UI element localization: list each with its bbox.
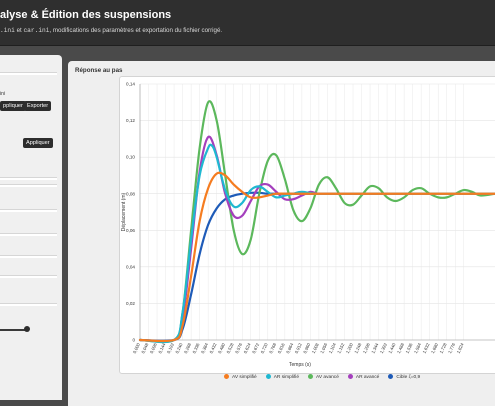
x-tick-label: 0,864 [285, 342, 294, 354]
x-tick-label: 0,720 [260, 342, 269, 354]
legend-label: AV avancé [316, 374, 339, 380]
x-tick-label: 1,728 [439, 342, 448, 354]
divider [0, 184, 57, 187]
legend-label: Cible ζ=0,9 [396, 374, 421, 380]
series-line-4 [138, 135, 495, 343]
apply-button-bottom[interactable]: Appliquer [23, 138, 53, 148]
x-tick-label: 1,680 [430, 342, 439, 354]
sidebar-label-fragment: ini [0, 91, 6, 97]
x-tick-label: 0,000 [132, 342, 141, 354]
y-tick-label: 0,12 [126, 118, 135, 123]
panel-title: Réponse au pas [75, 67, 123, 74]
x-tick-label: 0,336 [191, 342, 200, 354]
legend-item[interactable]: AR simplifié [265, 374, 300, 380]
legend-swatch [388, 374, 394, 379]
x-tick-label: 1,152 [336, 342, 345, 354]
y-tick-label: 0,08 [126, 191, 135, 196]
export-button[interactable]: Exporter [24, 101, 52, 111]
y-tick-label: 0,04 [126, 264, 135, 269]
legend-item[interactable]: AV simplifié [224, 374, 257, 380]
series-line-1 [138, 171, 495, 343]
x-tick-label: 1,248 [353, 342, 362, 354]
x-axis-label: Temps (s) [289, 362, 311, 368]
legend-label: AR avancé [355, 374, 380, 380]
x-tick-label: 0,672 [251, 342, 260, 354]
x-tick-label: 1,056 [319, 342, 328, 354]
x-tick-label: 0,096 [149, 342, 158, 354]
x-tick-label: 0,288 [183, 342, 192, 354]
x-tick-label: 1,440 [387, 342, 396, 354]
x-tick-label: 0,960 [302, 342, 311, 354]
slider-thumb[interactable] [24, 326, 30, 332]
divider [0, 209, 57, 212]
x-tick-label: 0,144 [157, 342, 166, 354]
file-name-2: car.ini [23, 27, 50, 34]
x-tick-label: 1,824 [456, 342, 465, 354]
legend-swatch [224, 374, 229, 379]
x-tick-label: 1,104 [328, 342, 337, 354]
x-tick-label: 0,384 [200, 342, 209, 354]
y-tick-label: 0,06 [126, 228, 135, 233]
subtitle-text: , modifications des paramètres et export… [49, 27, 223, 34]
y-tick-label: 0,14 [126, 82, 135, 87]
x-tick-label: 0,240 [174, 342, 183, 354]
divider [0, 177, 57, 180]
divider [0, 275, 57, 278]
x-tick-label: 1,488 [396, 342, 405, 354]
x-tick-label: 1,296 [362, 342, 371, 354]
y-tick-label: 0,02 [126, 301, 135, 306]
x-tick-label: 1,392 [379, 342, 388, 354]
divider [0, 255, 57, 258]
app-header: alyse & Édition des suspensions .ini et … [0, 0, 495, 46]
x-tick-label: 1,344 [370, 342, 379, 354]
apply-button-top[interactable]: ppliquer [0, 101, 26, 111]
y-axis-label: Déplacement (m) [121, 193, 127, 232]
x-tick-label: 0,576 [234, 342, 243, 354]
series-line-2 [138, 143, 495, 344]
divider [0, 233, 57, 236]
series-line-3 [138, 100, 495, 344]
x-tick-label: 0,528 [226, 342, 235, 354]
chart-legend: AV simplifié AR simplifié AV avancé AR avan… [224, 374, 429, 382]
y-tick-label: 0,10 [126, 155, 135, 160]
slider-track[interactable] [0, 329, 28, 331]
legend-swatch [265, 374, 271, 379]
app-subtitle: .ini et car.ini, modifications des param… [0, 27, 222, 34]
x-tick-label: 0,912 [294, 342, 303, 354]
x-tick-label: 1,584 [413, 342, 422, 354]
x-tick-label: 1,632 [422, 342, 431, 354]
divider [0, 303, 57, 306]
legend-swatch [347, 374, 353, 379]
legend-swatch [308, 374, 314, 379]
x-tick-label: 1,776 [447, 342, 456, 354]
x-tick-label: 0,192 [166, 342, 175, 354]
legend-item[interactable]: AR avancé [347, 374, 380, 380]
x-tick-label: 0,624 [243, 342, 252, 354]
x-tick-label: 0,480 [217, 342, 226, 354]
x-tick-label: 0,768 [268, 342, 277, 354]
x-tick-label: 1,200 [345, 342, 354, 354]
legend-label: AR simplifié [273, 374, 300, 380]
x-tick-label: 0,048 [140, 342, 149, 354]
legend-item[interactable]: Cible ζ=0,9 [388, 374, 420, 380]
legend-label: AV simplifié [232, 374, 257, 380]
subtitle-separator: et [14, 27, 24, 34]
file-name-1: .ini [0, 27, 15, 34]
divider [0, 72, 57, 75]
x-tick-label: 1,008 [311, 342, 320, 354]
x-tick-label: 0,432 [209, 342, 218, 354]
x-tick-label: 1,536 [404, 342, 413, 354]
x-tick-label: 0,816 [277, 342, 286, 354]
y-tick-label: 0 [132, 338, 135, 343]
app-title: alyse & Édition des suspensions [0, 9, 172, 21]
sidebar-panel [0, 55, 62, 400]
legend-item[interactable]: AV avancé [308, 374, 339, 380]
